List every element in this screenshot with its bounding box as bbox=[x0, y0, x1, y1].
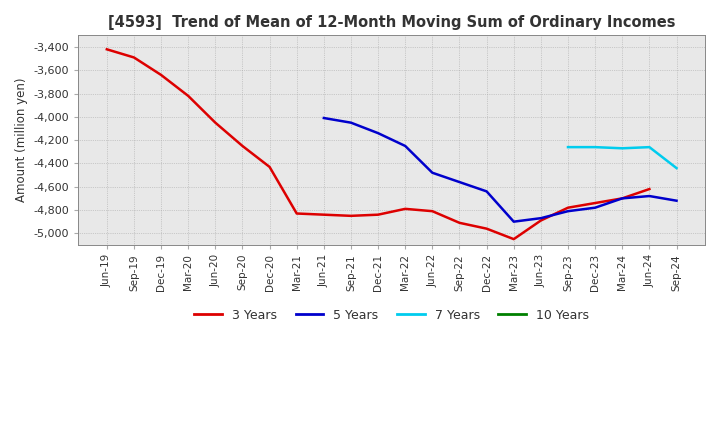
7 Years bbox=[591, 144, 600, 150]
5 Years bbox=[374, 131, 382, 136]
5 Years bbox=[346, 120, 355, 125]
3 Years bbox=[346, 213, 355, 219]
7 Years bbox=[618, 146, 626, 151]
Title: [4593]  Trend of Mean of 12-Month Moving Sum of Ordinary Incomes: [4593] Trend of Mean of 12-Month Moving … bbox=[108, 15, 675, 30]
3 Years bbox=[482, 226, 491, 231]
5 Years bbox=[645, 194, 654, 199]
Line: 7 Years: 7 Years bbox=[568, 147, 677, 168]
3 Years bbox=[320, 212, 328, 217]
3 Years bbox=[211, 120, 220, 125]
5 Years bbox=[482, 189, 491, 194]
5 Years bbox=[320, 115, 328, 121]
5 Years bbox=[564, 209, 572, 214]
3 Years bbox=[292, 211, 301, 216]
3 Years bbox=[591, 200, 600, 205]
Legend: 3 Years, 5 Years, 7 Years, 10 Years: 3 Years, 5 Years, 7 Years, 10 Years bbox=[189, 304, 594, 327]
5 Years bbox=[401, 143, 410, 149]
3 Years bbox=[536, 218, 545, 223]
5 Years bbox=[510, 219, 518, 224]
5 Years bbox=[536, 216, 545, 221]
5 Years bbox=[428, 170, 436, 176]
7 Years bbox=[672, 165, 681, 171]
3 Years bbox=[374, 212, 382, 217]
3 Years bbox=[618, 196, 626, 201]
Line: 5 Years: 5 Years bbox=[324, 118, 677, 222]
3 Years bbox=[510, 236, 518, 242]
3 Years bbox=[238, 143, 247, 149]
3 Years bbox=[184, 93, 192, 99]
7 Years bbox=[645, 144, 654, 150]
5 Years bbox=[618, 196, 626, 201]
Y-axis label: Amount (million yen): Amount (million yen) bbox=[15, 78, 28, 202]
5 Years bbox=[591, 205, 600, 210]
3 Years bbox=[401, 206, 410, 212]
3 Years bbox=[564, 205, 572, 210]
3 Years bbox=[130, 55, 138, 60]
5 Years bbox=[672, 198, 681, 203]
3 Years bbox=[102, 47, 111, 52]
3 Years bbox=[455, 220, 464, 225]
3 Years bbox=[428, 209, 436, 214]
3 Years bbox=[645, 187, 654, 192]
5 Years bbox=[455, 180, 464, 185]
7 Years bbox=[564, 144, 572, 150]
Line: 3 Years: 3 Years bbox=[107, 49, 649, 239]
3 Years bbox=[265, 164, 274, 169]
3 Years bbox=[157, 72, 166, 77]
